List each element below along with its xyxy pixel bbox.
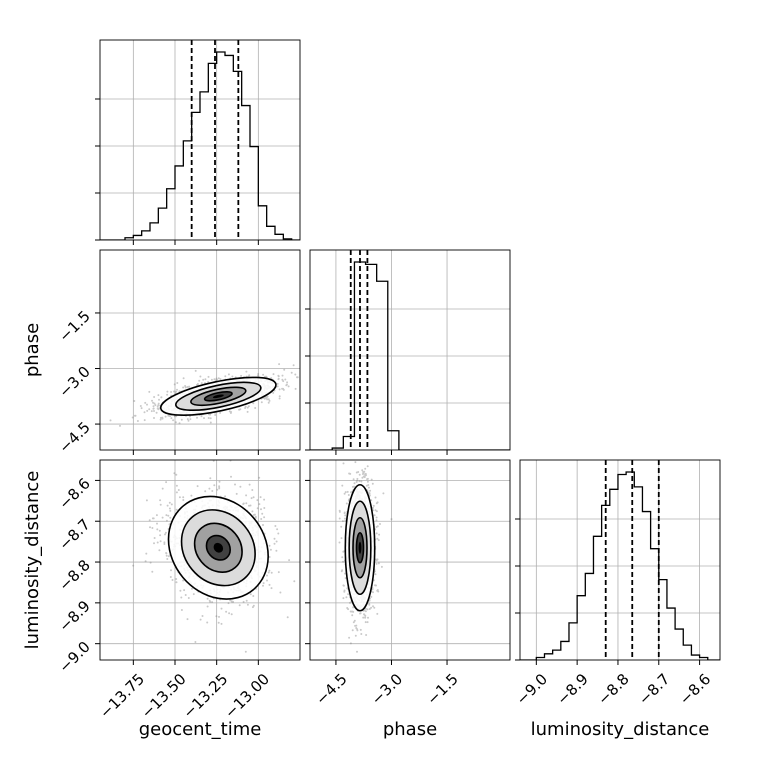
x-tick-label: −9.0	[513, 670, 551, 708]
x-axis-label-geocent_time: geocent_time	[139, 719, 262, 740]
x-tick-label: −8.7	[635, 670, 673, 708]
y-axis-label-phase: phase	[22, 323, 43, 377]
panel-geocent_time-geocent_time-content	[100, 40, 300, 240]
panel-phase-phase-frame	[309, 249, 511, 451]
y-tick-label: −8.9	[55, 597, 93, 635]
histogram-phase	[310, 261, 510, 450]
y-tick-label: −3.0	[55, 363, 93, 401]
contour-level-5	[212, 394, 224, 399]
panel-phase-luminosity_distance-frame	[309, 459, 511, 661]
panel-phase-phase-content	[310, 250, 510, 450]
panel-phase-luminosity_distance-content	[310, 460, 510, 660]
x-tick-label: −8.8	[594, 670, 632, 708]
panel-phase-luminosity_distance: −4.5 −3.0 −1.5	[305, 459, 511, 709]
x-tick-label: −13.25	[179, 670, 231, 722]
x-tick-label: −8.9	[553, 670, 591, 708]
y-tick-label: −8.6	[55, 475, 93, 513]
x-axis-label-luminosity_distance: luminosity_distance	[531, 719, 710, 740]
histogram-geocent_time	[100, 51, 300, 240]
y-tick-label: −1.5	[55, 307, 93, 345]
x-tick-label: −1.5	[423, 670, 461, 708]
y-axis-label-luminosity_distance: luminosity_distance	[22, 471, 43, 650]
corner-plot-layer: −4.5 −3.0 −1.5 −13.75−13.50−13.25−13.00 −9.0…	[22, 39, 721, 740]
panel-geocent_time-luminosity_distance-frame	[99, 459, 301, 661]
contour-level-5	[358, 541, 362, 554]
histogram-luminosity_distance	[520, 471, 720, 660]
x-axis-label-phase: phase	[383, 719, 437, 740]
x-tick-label: −4.5	[312, 670, 350, 708]
contour-level-5	[213, 542, 224, 553]
x-tick-label: −13.75	[96, 670, 148, 722]
y-tick-label: −9.0	[55, 638, 93, 676]
y-tick-label: −8.8	[55, 556, 93, 594]
panel-geocent_time-geocent_time	[95, 39, 301, 245]
x-tick-label: −13.00	[221, 670, 273, 722]
panel-luminosity_distance-luminosity_distance: −9.0 −8.9 −8.8 −8.7 −8.6	[513, 459, 721, 709]
y-tick-label: −8.7	[55, 515, 93, 553]
panel-geocent_time-phase-frame	[99, 249, 301, 451]
panel-geocent_time-phase: −4.5 −3.0 −1.5	[55, 249, 301, 457]
panel-luminosity_distance-luminosity_distance-frame	[519, 459, 721, 661]
y-tick-label: −4.5	[55, 418, 93, 456]
panel-geocent_time-geocent_time-frame	[99, 39, 301, 241]
panel-luminosity_distance-luminosity_distance-content	[520, 460, 720, 660]
panel-geocent_time-luminosity_distance-content	[100, 460, 300, 660]
panel-geocent_time-phase-content	[100, 250, 300, 450]
x-tick-label: −8.6	[676, 670, 714, 708]
panel-geocent_time-luminosity_distance: −13.75−13.50−13.25−13.00 −9.0−8.9−8.8−8.7…	[55, 459, 301, 722]
x-tick-label: −3.0	[368, 670, 406, 708]
panel-phase-phase	[305, 249, 511, 455]
x-tick-label: −13.50	[138, 670, 190, 722]
